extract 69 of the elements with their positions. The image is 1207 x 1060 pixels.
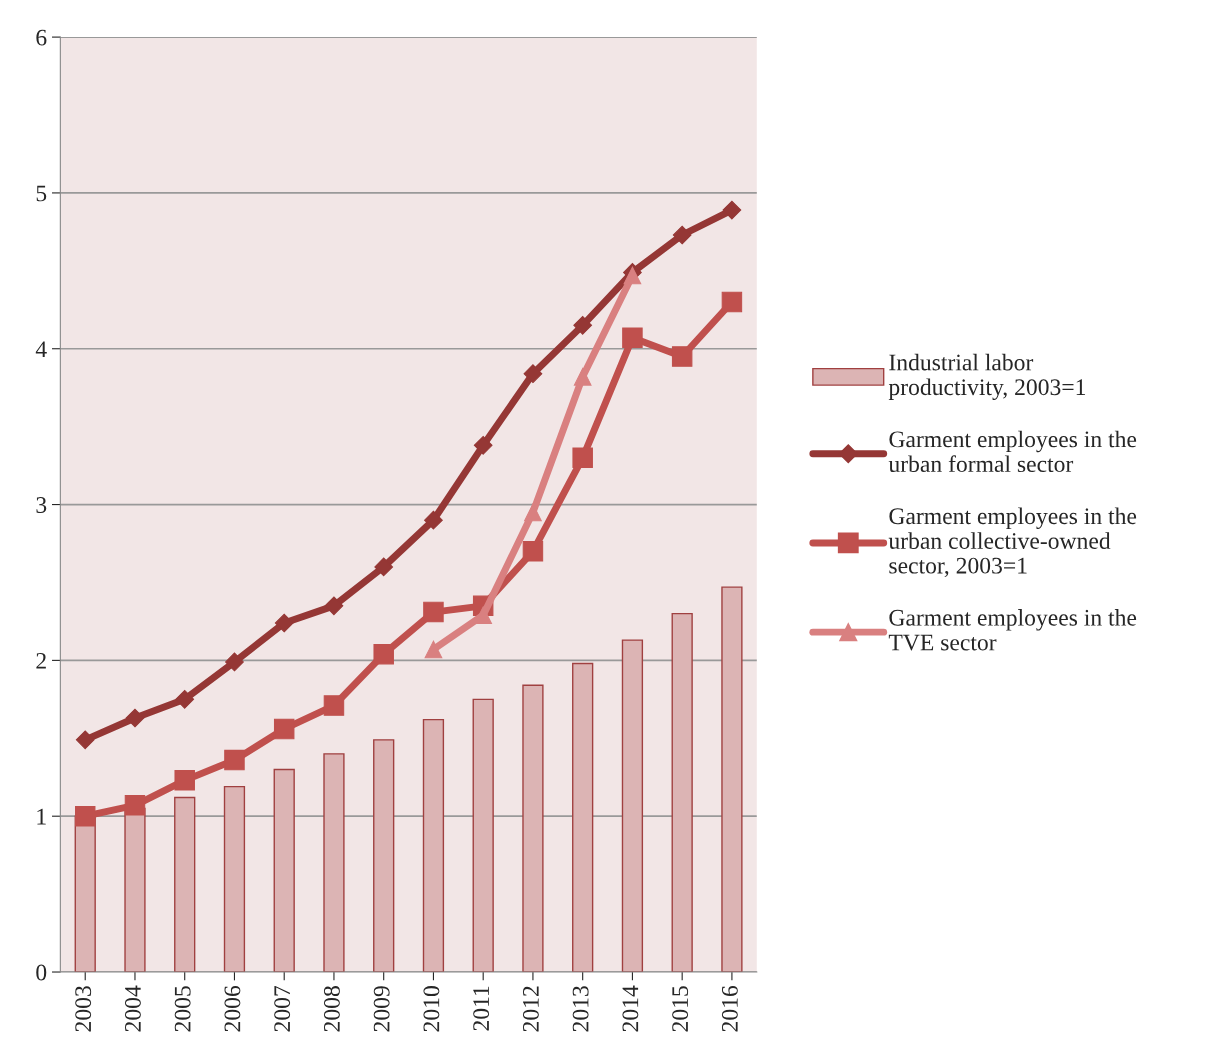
point <box>523 364 543 384</box>
x-tick-label: 2004 <box>124 985 141 1032</box>
y-tick-label: 4 <box>35 341 47 357</box>
y-tick-label: 2 <box>36 652 46 669</box>
point <box>274 613 294 633</box>
bar <box>74 815 96 973</box>
point <box>423 601 444 623</box>
bar <box>174 796 196 973</box>
point <box>424 510 443 530</box>
x-tick-label: 2015 <box>672 986 689 1032</box>
point <box>473 435 493 455</box>
x-tick-label: 2009 <box>373 986 390 1032</box>
bar <box>223 785 246 973</box>
x-tick-label: 2011 <box>473 986 490 1031</box>
y-tick-label: 0 <box>36 964 47 981</box>
point <box>323 695 345 716</box>
x-tick-label: 2013 <box>572 986 589 1032</box>
point <box>224 749 245 771</box>
point <box>273 718 295 740</box>
point <box>522 541 544 562</box>
point <box>672 225 692 245</box>
x-tick-label: 2016 <box>721 985 738 1032</box>
x-tick-label: 2010 <box>423 986 440 1032</box>
y-tick-label: 3 <box>36 497 47 513</box>
point <box>175 689 195 709</box>
point <box>125 708 145 728</box>
bar <box>472 698 494 973</box>
point <box>374 557 394 577</box>
x-tick-label: 2006 <box>224 985 241 1032</box>
y-tick-label: 5 <box>36 185 47 202</box>
point <box>722 200 742 220</box>
y-tick-label: 6 <box>36 29 47 46</box>
legend-label: Garment employees in the TVE sector <box>888 609 1137 651</box>
x-tick-label: 2014 <box>622 985 639 1032</box>
bar <box>671 612 693 973</box>
point <box>671 346 693 367</box>
x-tick-label: 2008 <box>323 986 340 1032</box>
bar <box>572 662 594 973</box>
point <box>572 447 593 469</box>
bar <box>721 586 743 973</box>
point <box>573 316 593 335</box>
point <box>373 643 394 665</box>
legend-label: Industrial labor productivity, 2003=1 <box>888 353 1086 401</box>
bar <box>323 753 345 973</box>
point <box>124 795 146 816</box>
bar <box>522 684 544 973</box>
point <box>74 805 96 827</box>
point <box>524 503 542 522</box>
point <box>424 640 443 659</box>
x-tick-label: 2012 <box>522 986 539 1032</box>
bar <box>422 718 445 973</box>
x-tick-label: 2007 <box>274 985 291 1032</box>
point <box>721 291 743 313</box>
point <box>474 606 493 625</box>
y-tick-label: 1 <box>37 808 46 825</box>
bar <box>273 768 295 973</box>
x-tick-label: 2003 <box>75 986 92 1032</box>
legend-label: Garment employees in the urban formal sector <box>888 430 1137 473</box>
point <box>225 652 244 672</box>
point <box>573 367 592 386</box>
point <box>174 770 195 791</box>
point <box>622 327 643 349</box>
x-tick-label: 2005 <box>174 986 191 1032</box>
bar <box>124 807 146 973</box>
point <box>324 596 344 616</box>
legend-label: Garment employees in the urban collective-owned sector, 2003=1 <box>888 507 1137 578</box>
bar <box>621 639 644 973</box>
bar <box>373 739 395 973</box>
point <box>75 730 95 750</box>
